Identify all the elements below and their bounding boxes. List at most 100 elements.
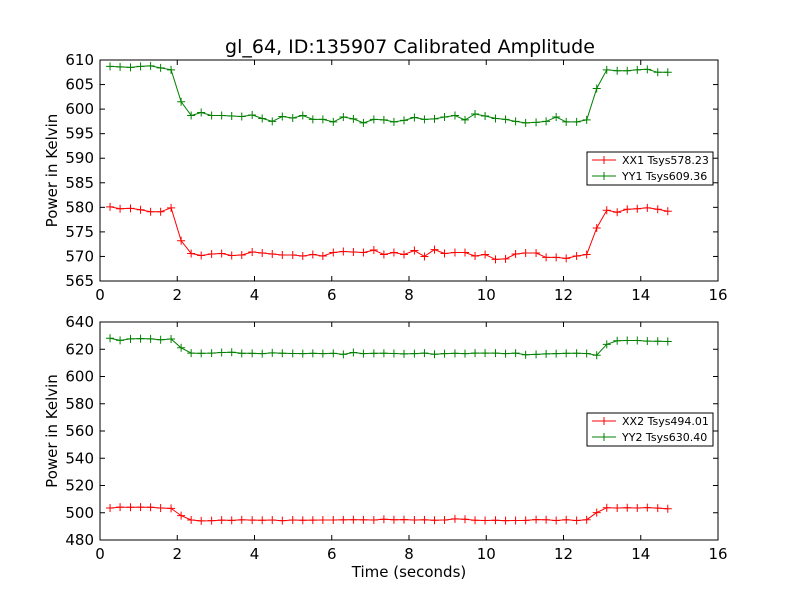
data-point-marker: [237, 349, 246, 358]
data-point-marker: [552, 112, 561, 121]
data-point-marker: [643, 337, 652, 346]
x-tick-label: 12: [554, 545, 573, 563]
data-point-marker: [268, 249, 277, 258]
y-tick-label: 585: [65, 174, 94, 192]
data-point-marker: [602, 65, 611, 74]
legend-entry-label: XX1 Tsys578.23: [622, 154, 709, 167]
data-point-marker: [116, 204, 125, 213]
data-point-marker: [369, 246, 378, 255]
data-point-marker: [663, 337, 672, 346]
x-tick-label: 8: [404, 286, 414, 304]
data-point-marker: [562, 117, 571, 126]
x-tick-label: 8: [404, 545, 414, 563]
data-point-marker: [369, 115, 378, 124]
data-point-marker: [207, 349, 216, 358]
data-point-marker: [258, 114, 267, 123]
data-point-marker: [420, 252, 429, 261]
data-point-marker: [461, 248, 470, 257]
data-point-marker: [278, 250, 287, 259]
data-point-marker: [339, 247, 348, 256]
data-point-marker: [298, 251, 307, 260]
data-point-marker: [602, 206, 611, 215]
data-point-marker: [430, 114, 439, 123]
data-point-marker: [359, 349, 368, 358]
legend-entry-label: XX2 Tsys494.01: [622, 415, 709, 428]
data-point-marker: [653, 205, 662, 214]
legend-marker: [600, 156, 608, 164]
data-point-marker: [156, 207, 165, 216]
data-point-marker: [542, 117, 551, 126]
data-point-marker: [532, 515, 541, 524]
data-point-marker: [643, 65, 652, 74]
y-axis-label: Power in Kelvin: [43, 374, 61, 488]
data-point-marker: [521, 350, 530, 359]
data-point-marker: [237, 112, 246, 121]
data-point-marker: [481, 516, 490, 525]
data-point-marker: [481, 349, 490, 358]
data-point-marker: [399, 250, 408, 259]
data-point-marker: [643, 203, 652, 212]
series-2: [106, 61, 672, 127]
data-point-marker: [227, 516, 236, 525]
data-point-marker: [613, 66, 622, 75]
data-point-marker: [339, 350, 348, 359]
data-point-marker: [177, 236, 186, 245]
data-point-marker: [106, 202, 115, 211]
data-point-marker: [471, 251, 480, 260]
data-point-marker: [582, 515, 591, 524]
data-point-marker: [359, 118, 368, 127]
data-point-marker: [542, 515, 551, 524]
data-point-marker: [653, 68, 662, 77]
data-point-marker: [450, 349, 459, 358]
data-point-marker: [532, 118, 541, 127]
data-point-marker: [126, 334, 135, 343]
data-point-marker: [592, 84, 601, 93]
data-point-marker: [532, 350, 541, 359]
chart-panel-1: 0 2 4 6 8 10 12 14 16 565 570 575 580 585 590 595 600 605…: [43, 51, 728, 304]
data-point-marker: [217, 111, 226, 120]
data-point-marker: [633, 65, 642, 74]
x-tick-label: 12: [554, 286, 573, 304]
data-point-marker: [217, 249, 226, 258]
data-point-marker: [542, 349, 551, 358]
data-point-marker: [663, 68, 672, 77]
y-tick-label: 540: [65, 449, 94, 467]
x-tick-label: 4: [250, 286, 260, 304]
data-point-marker: [288, 349, 297, 358]
data-point-marker: [329, 248, 338, 257]
data-point-marker: [146, 503, 155, 512]
legend-box: [586, 412, 714, 447]
data-point-marker: [481, 250, 490, 259]
data-point-marker: [562, 515, 571, 524]
data-point-marker: [430, 516, 439, 525]
data-point-marker: [126, 503, 135, 512]
data-point-marker: [217, 516, 226, 525]
x-tick-label: 10: [477, 286, 496, 304]
data-point-marker: [410, 349, 419, 358]
data-point-marker: [197, 516, 206, 525]
data-point-marker: [440, 112, 449, 121]
data-point-marker: [318, 515, 327, 524]
data-point-marker: [349, 515, 358, 524]
y-tick-label: 600: [65, 368, 94, 386]
data-point-marker: [653, 504, 662, 513]
data-point-marker: [349, 348, 358, 357]
y-tick-label: 610: [65, 51, 94, 69]
data-point-marker: [521, 516, 530, 525]
data-point-marker: [339, 515, 348, 524]
data-point-marker: [359, 248, 368, 257]
data-point-marker: [420, 515, 429, 524]
data-point-marker: [633, 503, 642, 512]
data-point-marker: [379, 349, 388, 358]
data-point-marker: [643, 503, 652, 512]
data-point-marker: [440, 249, 449, 258]
data-point-marker: [177, 97, 186, 106]
data-point-marker: [288, 113, 297, 122]
data-point-marker: [379, 115, 388, 124]
data-point-marker: [318, 115, 327, 124]
y-tick-label: 595: [65, 125, 94, 143]
data-point-marker: [258, 249, 267, 258]
data-point-marker: [207, 516, 216, 525]
x-tick-label: 2: [172, 286, 182, 304]
